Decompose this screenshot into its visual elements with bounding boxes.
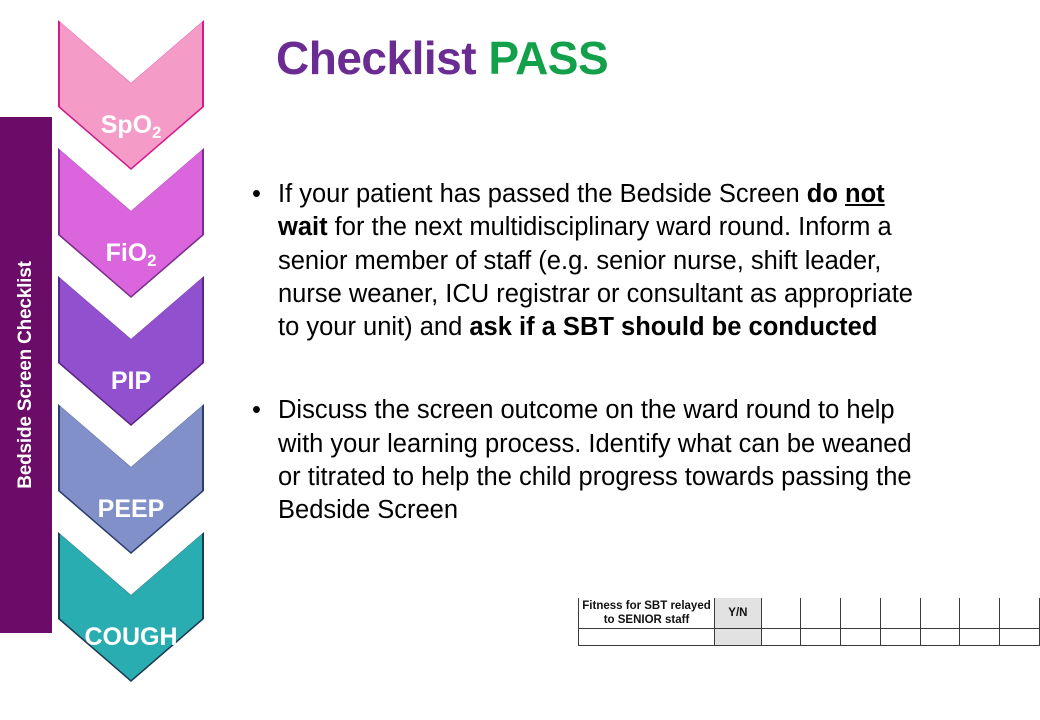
plain-text: Discuss the screen outcome on the ward r… (278, 396, 912, 525)
underline-text: not (845, 180, 885, 208)
table-cell-blank[interactable] (959, 598, 1001, 630)
row-fitness-sbt[interactable]: Fitness for SBT relayed to SENIOR staff Y… (577, 598, 1040, 630)
chevron-peep[interactable]: PEEP (58, 404, 204, 554)
table-cell-blank[interactable] (999, 598, 1040, 630)
bold-underline-text: not (845, 180, 885, 208)
table-cell-blank[interactable] (760, 628, 802, 647)
page-title-accent: PASS (488, 32, 609, 84)
plain-text: If your patient has passed the Bedside S… (278, 180, 807, 208)
list-item: • Discuss the screen outcome on the ward… (252, 394, 964, 527)
chevron-cough-text: COUGH (84, 623, 178, 651)
chevron-fio2-label: FiO2 (106, 241, 157, 298)
table-row-label: Fitness for SBT relayed to SENIOR staff (577, 598, 716, 630)
table-cell-blank[interactable] (879, 628, 921, 647)
list-item-text-1: If your patient has passed the Bedside S… (278, 178, 938, 344)
table-row-value[interactable] (714, 628, 762, 647)
table-row-value[interactable]: Y/N (714, 598, 762, 630)
chevron-fio2-subscript: 2 (147, 252, 157, 270)
table-cell-blank[interactable] (840, 598, 881, 630)
table-cell-blank[interactable] (999, 628, 1040, 647)
table-cell-blank[interactable] (800, 628, 842, 647)
chevron-cough-label: COUGH (84, 625, 177, 682)
bedside-screen-form-table-crop: COUGHN Fitness for SBT relayed to SENIOR… (562, 598, 1040, 720)
table-cell-blank[interactable] (760, 598, 802, 630)
chevron-pip-label: PIP (111, 369, 151, 426)
checklist-chevron-stack: SpO2 FiO2 PIP PEEP COUGH (58, 20, 208, 700)
table-cell-blank[interactable] (840, 628, 881, 647)
chevron-spo2-subscript: 2 (152, 124, 162, 142)
row-partial[interactable] (577, 628, 1040, 647)
table-row-label (577, 628, 716, 647)
slide-body-bullets: • If your patient has passed the Bedside… (252, 178, 964, 527)
chevron-spo2-label: SpO2 (101, 113, 162, 170)
chevron-peep-label: PEEP (98, 497, 165, 554)
bold-text: do (806, 180, 846, 208)
bold-text: wait (278, 213, 328, 242)
chevron-cough[interactable]: COUGH (58, 532, 204, 682)
chevron-peep-text: PEEP (97, 495, 165, 523)
chevron-pip[interactable]: PIP (58, 276, 204, 426)
chevron-spo2[interactable]: SpO2 (58, 20, 204, 170)
chevron-spo2-text: SpO (100, 111, 153, 139)
plain-text: for the next multidisciplinary ward roun… (278, 213, 913, 342)
bullet-dot-icon: • (252, 180, 261, 208)
list-item: • If your patient has passed the Bedside… (252, 178, 964, 344)
bold-text: ask if a SBT should be conducted (469, 313, 878, 342)
table-cell-blank[interactable] (879, 598, 921, 630)
table-cell-blank[interactable] (919, 598, 961, 630)
bedside-screen-form-table[interactable]: COUGHN Fitness for SBT relayed to SENIOR… (577, 598, 1040, 647)
bullet-dot-icon: • (252, 396, 261, 425)
chevron-fio2[interactable]: FiO2 (58, 148, 204, 298)
bedside-screen-checklist-band: Bedside Screen Checklist (0, 117, 52, 633)
table-cell-blank[interactable] (959, 628, 1001, 647)
table-cell-blank[interactable] (919, 628, 961, 647)
chevron-fio2-text: FiO (105, 239, 148, 267)
chevron-pip-text: PIP (110, 367, 152, 395)
page-title-main: Checklist (276, 32, 489, 84)
page-title: Checklist PASS (276, 31, 609, 85)
list-item-text-2: Discuss the screen outcome on the ward r… (278, 394, 938, 527)
bedside-screen-checklist-band-label: Bedside Screen Checklist (15, 261, 36, 489)
table-cell-blank[interactable] (800, 598, 842, 630)
